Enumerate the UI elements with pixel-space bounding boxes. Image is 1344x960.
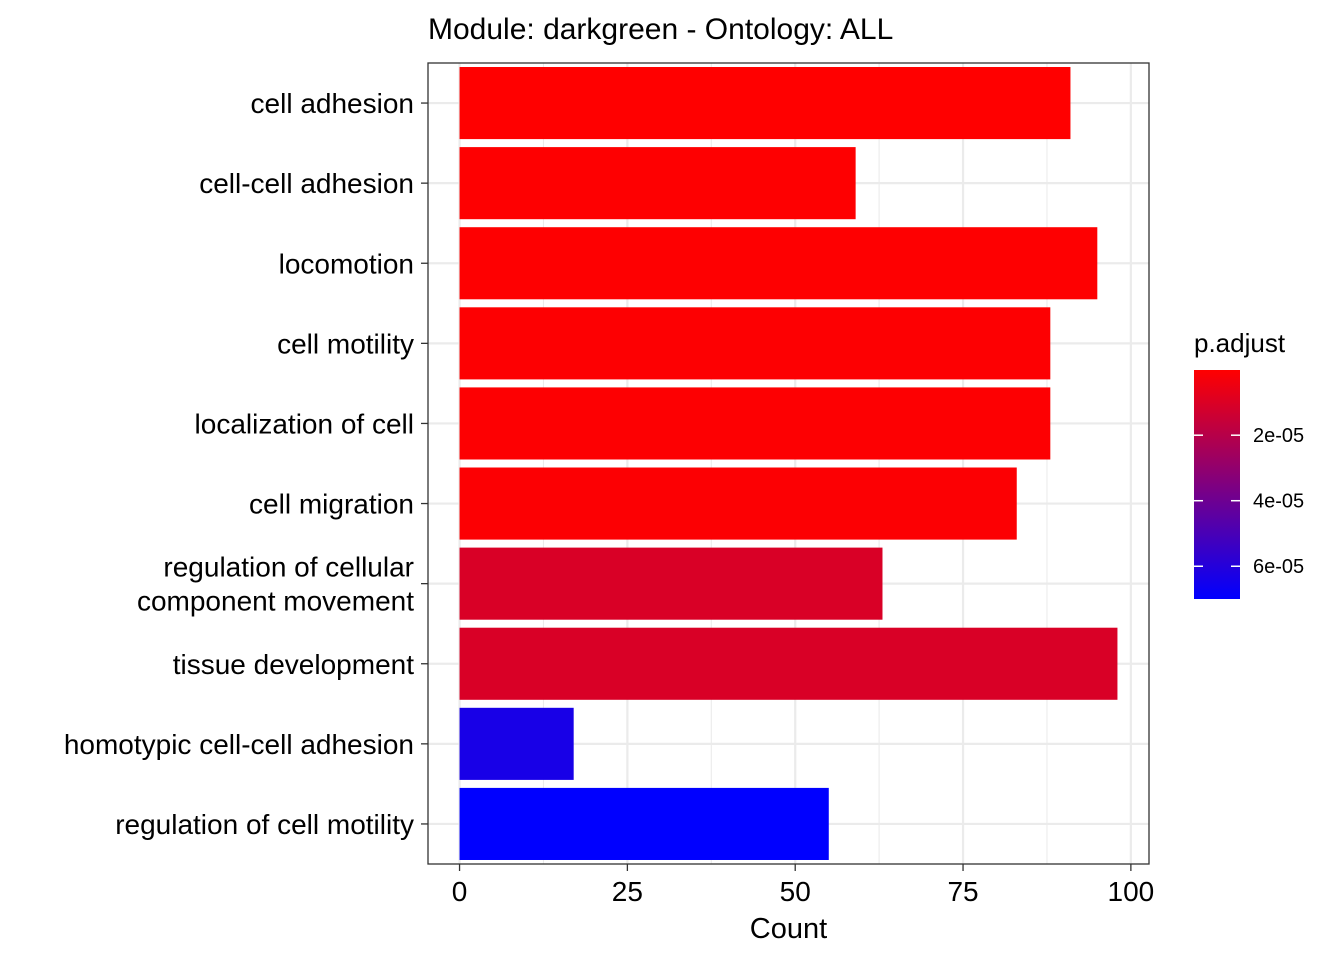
y-tick-label: cell-cell adhesion xyxy=(199,168,414,199)
x-tick-label: 0 xyxy=(452,876,468,907)
bars xyxy=(459,67,1118,860)
legend-title: p.adjust xyxy=(1194,328,1286,358)
x-tick-label: 75 xyxy=(947,876,978,907)
bar xyxy=(459,467,1017,540)
legend-tick-label: 6e-05 xyxy=(1253,556,1304,578)
bar xyxy=(459,227,1098,300)
x-tick-label: 25 xyxy=(612,876,643,907)
y-tick-label: cell migration xyxy=(249,489,414,520)
bar xyxy=(459,307,1051,380)
y-tick-label: component movement xyxy=(137,586,414,617)
x-tick-label: 100 xyxy=(1108,876,1155,907)
color-legend: p.adjust 2e-05 4e-05 6e-05 xyxy=(1194,328,1304,599)
bar xyxy=(459,707,574,780)
plot-border xyxy=(427,62,1150,865)
bar xyxy=(459,147,856,220)
y-tick-label: localization of cell xyxy=(195,408,414,439)
x-tick-label: 50 xyxy=(780,876,811,907)
legend-tick-label: 4e-05 xyxy=(1253,491,1304,513)
bar xyxy=(459,787,829,860)
bar xyxy=(459,67,1071,140)
legend-tick-label: 2e-05 xyxy=(1253,425,1304,447)
y-tick-label: regulation of cell motility xyxy=(115,809,414,840)
legend-ticks: 2e-05 4e-05 6e-05 xyxy=(1194,425,1304,578)
y-tick-label: cell motility xyxy=(277,328,414,359)
y-tick-label: homotypic cell-cell adhesion xyxy=(64,729,414,760)
chart-title: Module: darkgreen - Ontology: ALL xyxy=(428,13,893,46)
y-tick-label: tissue development xyxy=(173,649,414,680)
legend-colorbar xyxy=(1194,370,1240,599)
y-tick-label: regulation of cellular xyxy=(163,552,414,583)
y-axis: cell adhesion cell-cell adhesion locomotio… xyxy=(64,88,428,840)
bar xyxy=(459,387,1051,460)
bar xyxy=(459,547,883,620)
bar xyxy=(459,627,1118,700)
y-tick-label: cell adhesion xyxy=(251,88,414,119)
x-axis-title: Count xyxy=(750,913,827,945)
x-axis: 0 25 50 75 100 xyxy=(452,864,1154,907)
y-tick-label: locomotion xyxy=(279,248,414,279)
